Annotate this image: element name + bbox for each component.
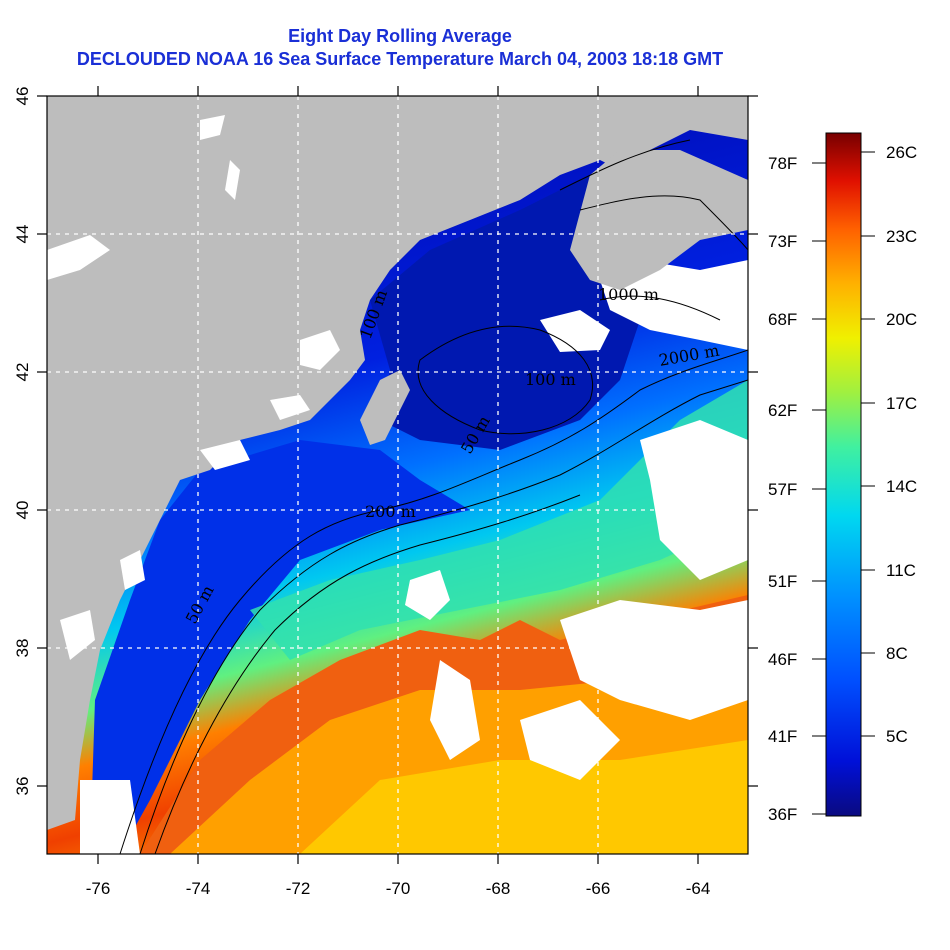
y-tick-label: 40 [13,501,32,520]
x-tick-label: -74 [186,879,211,898]
y-tick-label: 38 [13,639,32,658]
celsius-label: 5C [886,727,908,746]
y-tick-label: 46 [13,87,32,106]
fahrenheit-label: 51F [768,572,797,591]
sargasso-yellow-water [300,740,748,854]
fahrenheit-label: 78F [768,154,797,173]
map-subtitle: DECLOUDED NOAA 16 Sea Surface Temperatur… [76,49,724,69]
fahrenheit-ticks [812,162,826,815]
celsius-label: 11C [886,561,916,580]
graticule [47,96,748,854]
x-axis-ticks [97,86,699,864]
land-water-bodies [47,115,340,660]
celsius-ticks [861,151,875,737]
x-tick-label: -68 [486,879,511,898]
contour-label-200m: 200 m [365,502,416,521]
temperature-color-bar [825,132,862,817]
fahrenheit-label: 36F [768,805,797,824]
fahrenheit-label: 73F [768,232,797,251]
celsius-label: 23C [886,227,917,246]
fahrenheit-label: 62F [768,401,797,420]
celsius-label: 8C [886,644,908,663]
land-mass [47,96,748,830]
y-axis-ticks [37,95,758,787]
shelf-water [90,440,470,854]
fahrenheit-label: 68F [768,310,797,329]
bathymetry-contours [119,139,748,854]
map-title: Eight Day Rolling Average [288,26,512,46]
x-tick-label: -76 [86,879,111,898]
y-tick-label: 42 [13,363,32,382]
y-tick-label: 36 [13,777,32,796]
x-tick-label: -72 [286,879,311,898]
fahrenheit-label: 57F [768,480,797,499]
celsius-label: 20C [886,310,917,329]
x-tick-label: -64 [686,879,711,898]
celsius-label: 17C [886,394,917,413]
map-plot-area: 50 m 200 m 1000 m 50 m 100 m 2000 m 100 … [47,96,748,854]
fahrenheit-label: 46F [768,650,797,669]
fahrenheit-label: 41F [768,727,797,746]
contour-label-100m: 100 m [525,370,576,389]
x-tick-label: -66 [586,879,611,898]
celsius-label: 26C [886,143,917,162]
y-tick-label: 44 [13,225,32,244]
x-tick-label: -70 [386,879,411,898]
cloud-mask-patches [80,260,748,854]
slope-water [250,380,748,660]
celsius-label: 14C [886,477,917,496]
contour-label-1000m: 1000 m [598,285,659,304]
